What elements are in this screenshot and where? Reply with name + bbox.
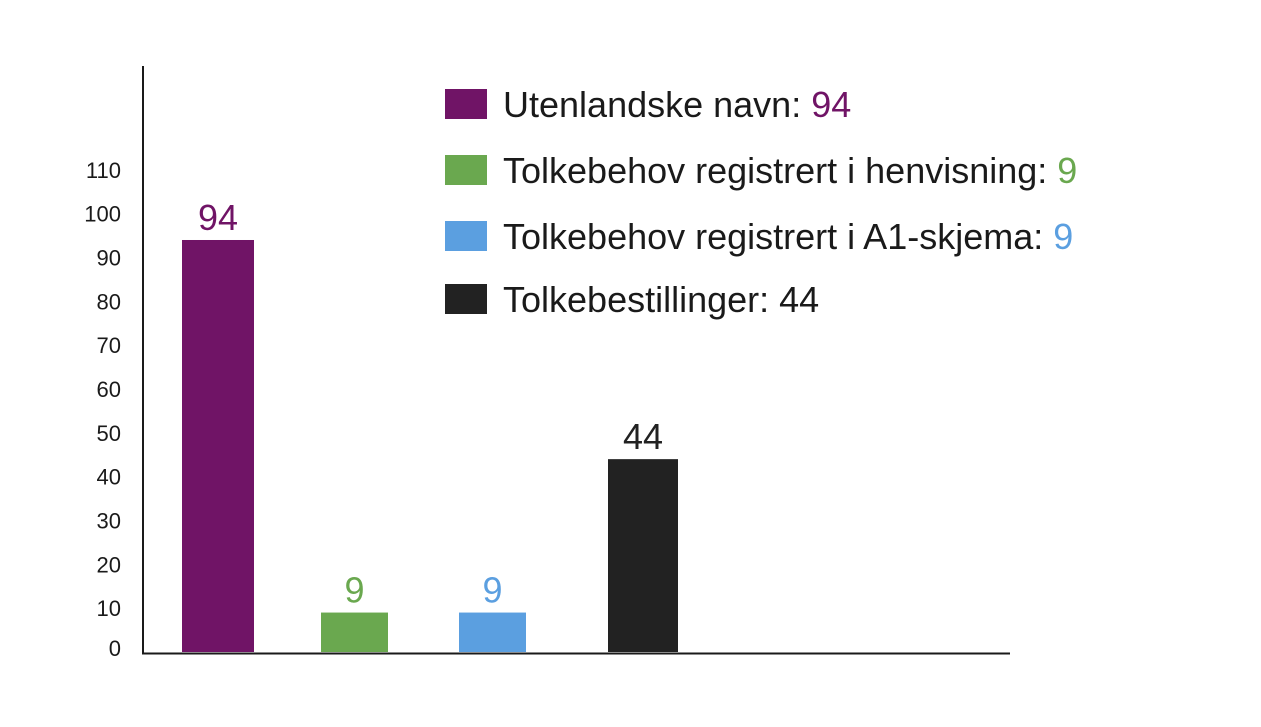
bar-data-label: 9 (344, 570, 364, 611)
legend-label: Tolkebehov registrert i A1-skjema: (503, 216, 1053, 257)
bar-data-label: 94 (198, 197, 238, 238)
legend-value: 9 (1053, 216, 1073, 257)
legend-swatch (445, 284, 487, 314)
bar-data-label: 44 (623, 416, 663, 457)
y-tick-label: 70 (97, 333, 121, 358)
y-tick-label: 100 (84, 202, 121, 227)
legend-value: 94 (811, 84, 851, 125)
legend-value: 44 (779, 279, 819, 320)
y-tick-label: 40 (97, 465, 121, 490)
bar (321, 612, 388, 652)
y-tick-label: 110 (86, 158, 121, 183)
y-tick-label: 30 (97, 509, 121, 534)
legend-entry: Tolkebestillinger: 44 (503, 279, 819, 320)
bar (608, 459, 678, 652)
y-tick-label: 80 (97, 289, 121, 314)
y-tick-label: 0 (109, 636, 121, 661)
y-tick-label: 20 (97, 552, 121, 577)
legend-swatch (445, 221, 487, 251)
legend-value: 9 (1057, 150, 1077, 191)
y-axis-ticks: 0 10 20 30 40 50 60 70 80 90 100 110 (84, 158, 121, 661)
y-tick-label: 50 (97, 421, 121, 446)
legend-entry: Tolkebehov registrert i A1-skjema: 9 (503, 216, 1073, 257)
legend-label: Tolkebehov registrert i henvisning: (503, 150, 1057, 191)
legend-entry: Utenlandske navn: 94 (503, 84, 851, 125)
y-tick-label: 60 (97, 377, 121, 402)
legend-label: Tolkebestillinger: (503, 279, 779, 320)
bar-data-label: 9 (482, 570, 502, 611)
legend: Utenlandske navn: 94 Tolkebehov registrer… (445, 84, 1077, 320)
bars (182, 239, 678, 653)
legend-swatch (445, 89, 487, 119)
bar (459, 612, 526, 652)
bar (182, 239, 254, 653)
legend-entry: Tolkebehov registrert i henvisning: 9 (503, 150, 1077, 191)
y-tick-label: 90 (97, 246, 121, 271)
legend-swatch (445, 155, 487, 185)
y-tick-label: 10 (97, 596, 121, 621)
legend-label: Utenlandske navn: (503, 84, 811, 125)
axes (142, 66, 1010, 655)
bar-data-labels: 94 9 9 44 (198, 197, 663, 611)
